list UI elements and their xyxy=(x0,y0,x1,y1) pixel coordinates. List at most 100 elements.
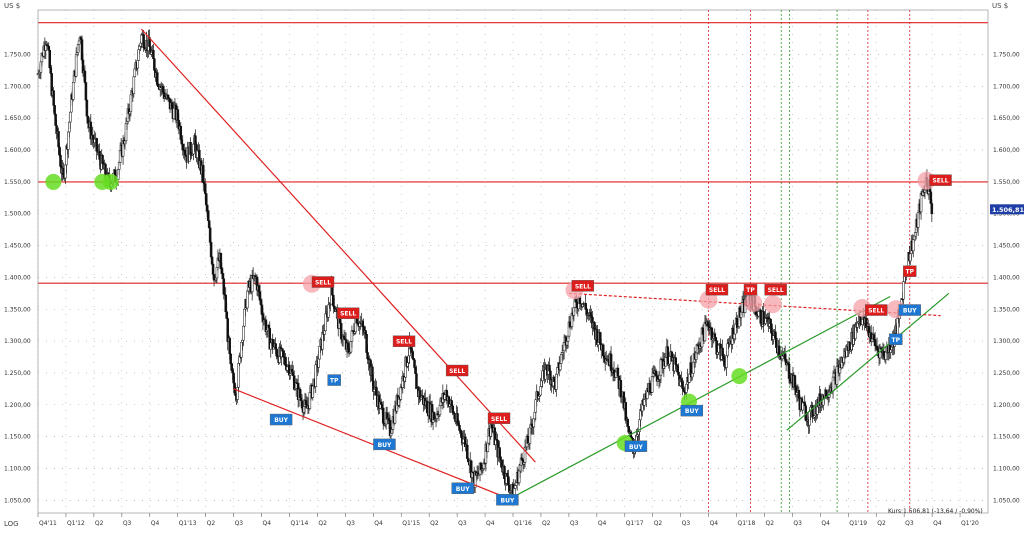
candle-body xyxy=(211,263,215,275)
buy-zone-circle xyxy=(731,368,748,385)
signal-tag-buy xyxy=(496,494,519,506)
x-tick-label: Q2 xyxy=(765,520,774,527)
sell-zone-circle xyxy=(763,295,782,314)
candle-body xyxy=(499,456,502,461)
signal-tag-sell xyxy=(764,283,787,296)
signal-tag-label: SELL xyxy=(709,287,725,294)
x-tick-label: Q4 xyxy=(151,520,160,527)
last-price-label: 1.506,81 xyxy=(992,206,1024,214)
candle-body xyxy=(132,76,136,94)
candle-body xyxy=(242,325,245,341)
candle-body xyxy=(324,313,327,332)
x-tick-label: Q1'19 xyxy=(849,520,867,527)
x-tick-label: Q3 xyxy=(346,520,355,527)
candle-body xyxy=(229,353,232,364)
signal-tag-label: SELL xyxy=(315,280,331,287)
candle-body xyxy=(53,105,56,115)
candle-body xyxy=(129,94,133,113)
x-tick-label: Q4 xyxy=(374,520,383,527)
signal-tag-sell xyxy=(392,335,416,347)
candle-body xyxy=(902,281,905,300)
log-label: LOG xyxy=(4,520,19,528)
y-tick-label-left: 1.550,00 xyxy=(4,179,31,186)
y-tick-label-right: 1.450,00 xyxy=(993,243,1020,250)
y-tick-label-left: 1.350,00 xyxy=(4,306,31,313)
candle-body xyxy=(71,82,75,100)
candle-body xyxy=(136,60,139,69)
signal-tag-label: BUY xyxy=(274,417,288,424)
x-tick-label: Q3 xyxy=(682,520,691,527)
candle-body xyxy=(156,72,159,85)
x-tick-label: Q1'18 xyxy=(738,520,756,527)
candle-body xyxy=(84,82,88,101)
candle-body xyxy=(77,40,81,45)
trend-line xyxy=(786,292,950,431)
trend-line xyxy=(512,295,891,498)
x-tick-label: Q3 xyxy=(905,520,914,527)
x-tick-label: Q4 xyxy=(263,520,272,527)
candle-body xyxy=(666,346,670,365)
trend-line xyxy=(140,28,536,463)
signal-tag-sell xyxy=(445,364,469,377)
signal-tag-sell xyxy=(336,307,360,319)
signal-tag-sell xyxy=(865,304,888,316)
signal-tag-label: BUY xyxy=(501,497,515,504)
x-tick-label: Q3 xyxy=(793,520,802,527)
x-tick-label: Q3 xyxy=(458,520,467,527)
buy-zone-circle xyxy=(45,173,62,190)
y-tick-label-left: 1.500,00 xyxy=(4,211,31,218)
signal-labels: SELL SELL SELL SELL SELL SELL SELL TP SELL SELL TP… xyxy=(269,174,952,506)
candle-body xyxy=(919,192,923,213)
x-tick-label: Q2 xyxy=(318,520,327,527)
candle-body xyxy=(466,444,469,459)
x-tick-label: Q2 xyxy=(542,520,551,527)
x-tick-label: Q1'17 xyxy=(626,520,644,527)
x-tick-label: Q1'20 xyxy=(961,520,979,527)
x-tick-label: Q4 xyxy=(821,520,830,527)
y-tick-label-left: 1.750,00 xyxy=(4,52,31,59)
horizontal-level-lines xyxy=(38,22,988,284)
y-tick-label-right: 1.550,00 xyxy=(993,179,1020,186)
y-tick-label-left: 1.450,00 xyxy=(4,243,31,250)
x-tick-label: Q1'16 xyxy=(514,520,532,527)
candle-body xyxy=(184,154,187,157)
signal-tag-buy xyxy=(624,440,648,452)
signal-tag-label: TP xyxy=(330,378,339,385)
y-tick-label-left: 1.150,00 xyxy=(4,434,31,441)
signal-tag-buy xyxy=(451,482,474,495)
x-tick-label: Q3 xyxy=(123,520,132,527)
signal-tag-buy xyxy=(373,438,396,451)
y-tick-label-left: 1.100,00 xyxy=(4,465,31,472)
x-tick-label: Q1'14 xyxy=(290,520,308,527)
x-tick-label: Q1'15 xyxy=(402,520,420,527)
candle-body xyxy=(778,345,781,356)
candle-body xyxy=(228,337,231,355)
x-tick-label: Q2 xyxy=(207,520,216,527)
y-tick-label-left: 1.650,00 xyxy=(4,115,31,122)
candle-body xyxy=(209,242,213,258)
x-tick-label: Q4 xyxy=(710,520,719,527)
y-tick-label-right: 1.150,00 xyxy=(993,434,1020,441)
y-tick-label-right: 1.650,00 xyxy=(993,115,1020,122)
signal-tag-label: TP xyxy=(906,269,915,276)
signal-tag-tp xyxy=(327,374,341,386)
last-price-box xyxy=(990,204,1024,215)
candle-body xyxy=(775,337,778,348)
y-tick-label-right: 1.300,00 xyxy=(993,338,1020,345)
candle-body xyxy=(74,54,78,77)
x-tick-label: Q4 xyxy=(486,520,495,527)
candle-body xyxy=(152,50,155,60)
y-tick-label-right: 1.250,00 xyxy=(993,370,1020,377)
signal-tag-label: TP xyxy=(746,287,755,294)
x-tick-label: Q3 xyxy=(570,520,579,527)
candle-body xyxy=(52,90,55,106)
y-tick-label-right: 1.200,00 xyxy=(993,402,1020,409)
signal-tag-label: SELL xyxy=(868,308,884,315)
y-tick-label-left: 1.200,00 xyxy=(4,402,31,409)
footer-quote: Kurs:1.506,81 (-13,64 / -0,90%) xyxy=(888,508,983,515)
signal-tag-label: SELL xyxy=(575,283,591,290)
x-tick-label: Q2 xyxy=(877,520,886,527)
signal-tag-label: BUY xyxy=(903,308,917,315)
